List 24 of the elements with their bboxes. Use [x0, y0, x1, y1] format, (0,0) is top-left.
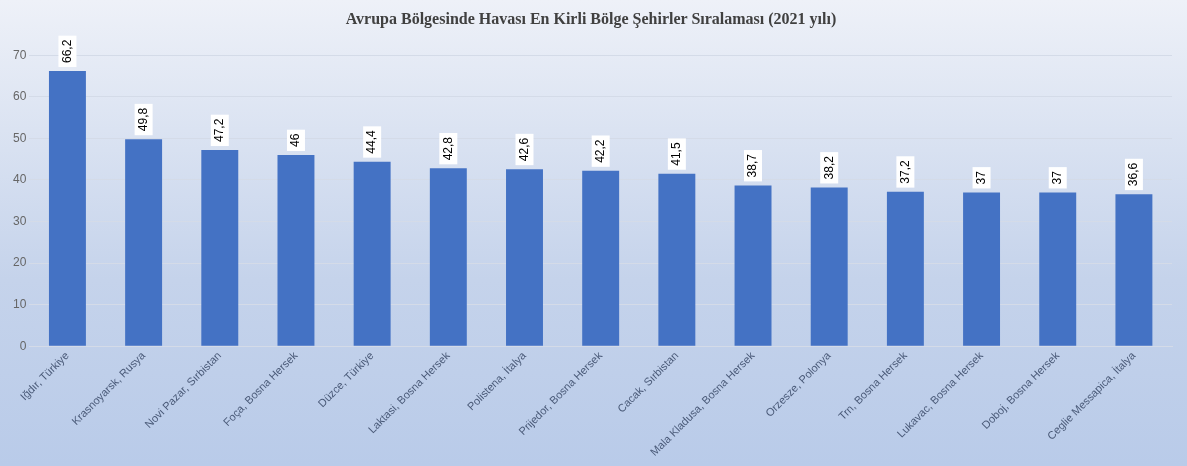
- y-tick-label: 10: [12, 297, 27, 312]
- data-label: 38,7: [745, 153, 760, 178]
- y-tick-label: 70: [12, 47, 27, 62]
- y-tick-label: 50: [12, 130, 27, 145]
- data-label: 38,2: [821, 155, 836, 180]
- data-label: 49,8: [135, 107, 150, 132]
- data-label: 36,6: [1126, 162, 1141, 187]
- data-label: 41,5: [669, 142, 684, 166]
- y-tick-label: 60: [12, 89, 27, 104]
- data-label: 42,6: [516, 137, 531, 162]
- data-label: 66,2: [59, 39, 74, 64]
- data-label: 46: [288, 133, 303, 148]
- data-label: 42,2: [592, 139, 607, 163]
- y-tick-label: 40: [12, 172, 27, 187]
- data-label: 37: [1050, 170, 1065, 185]
- y-tick-label: 20: [12, 255, 27, 270]
- data-label: 47,2: [212, 118, 227, 143]
- y-tick-label: 30: [12, 213, 27, 228]
- chart-title: Avrupa Bölgesinde Havası En Kirli Bölge Şehirler Sıralaması (2021 yılı): [345, 9, 837, 28]
- data-label: 42,8: [440, 136, 455, 161]
- data-label: 37,2: [897, 159, 912, 184]
- y-tick-label: 0: [19, 338, 27, 353]
- data-label: 37: [973, 170, 988, 185]
- data-label: 44,4: [364, 130, 379, 154]
